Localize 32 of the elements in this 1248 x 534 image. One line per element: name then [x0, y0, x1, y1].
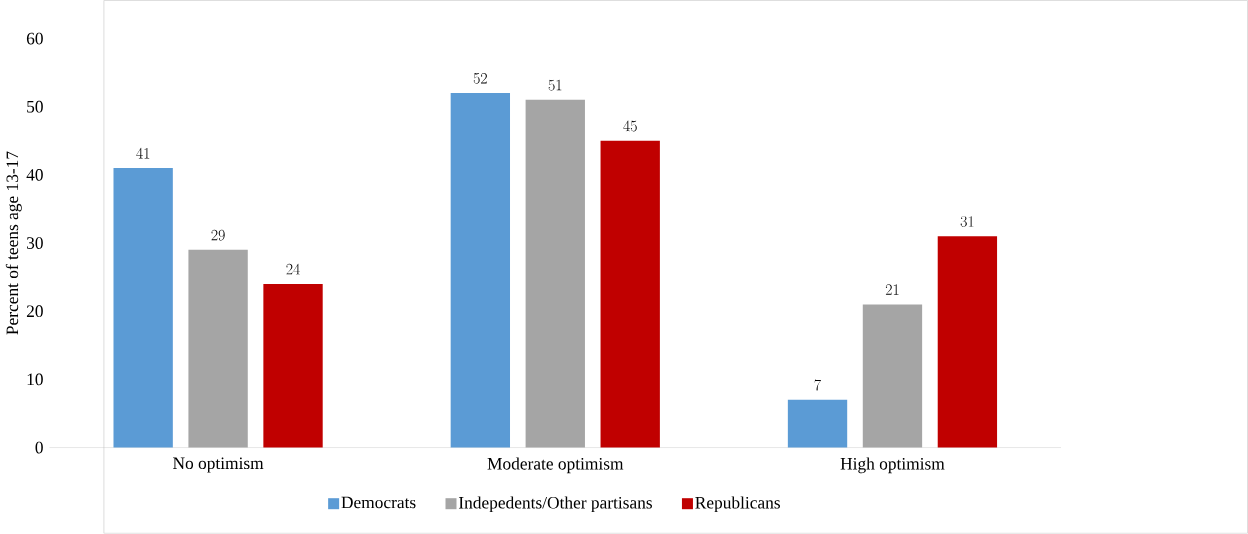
bar	[525, 100, 585, 448]
data-label: 45	[623, 120, 637, 132]
bar	[113, 168, 173, 448]
y-tick-label: 50	[27, 100, 43, 113]
x-tick-label: High optimism	[840, 457, 945, 474]
data-label: 41	[136, 147, 150, 159]
bar	[600, 140, 660, 448]
data-label: 31	[960, 216, 974, 227]
y-tick-label: 30	[27, 237, 43, 250]
data-label: 21	[885, 284, 899, 295]
y-tick-label: 10	[27, 373, 43, 386]
bar	[787, 399, 848, 448]
y-axis-title: Percent of teens age 13-17	[5, 151, 22, 335]
bar	[450, 93, 511, 448]
bar	[263, 284, 323, 448]
y-tick-label: 0	[35, 441, 43, 454]
y-tick-label: 60	[26, 32, 43, 45]
data-label: 52	[473, 73, 487, 84]
bar	[188, 249, 248, 448]
legend-label: Indepedents/Other partisans	[458, 496, 652, 513]
legend-label: Republicans	[695, 496, 780, 513]
y-tick-label: 40	[26, 169, 43, 181]
bar	[937, 236, 998, 448]
x-tick-label: Moderate optimism	[487, 457, 624, 474]
data-label: 7	[814, 379, 822, 391]
data-label: 51	[548, 79, 562, 91]
bar	[862, 304, 923, 448]
data-label: 24	[286, 263, 300, 275]
data-label: 29	[211, 229, 225, 241]
x-tick-label: No optimism	[173, 457, 264, 473]
y-tick-label: 20	[26, 305, 43, 318]
legend-label: Democrats	[341, 496, 416, 509]
